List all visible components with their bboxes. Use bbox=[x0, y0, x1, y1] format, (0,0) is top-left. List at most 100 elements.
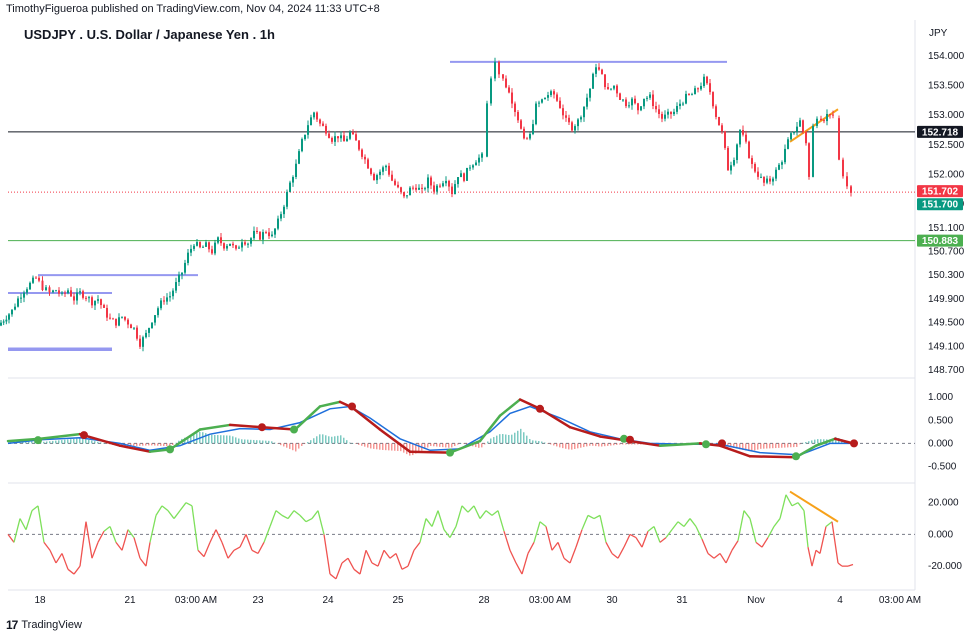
candle-body bbox=[628, 105, 630, 107]
candle-body bbox=[529, 133, 531, 139]
candle-body bbox=[433, 185, 435, 192]
candle-body bbox=[223, 243, 225, 249]
osc-histogram-bar bbox=[394, 443, 396, 451]
candle-body bbox=[760, 176, 762, 178]
candle-body bbox=[622, 99, 624, 101]
candle-body bbox=[565, 115, 567, 118]
candle-body bbox=[364, 156, 366, 160]
momentum-line bbox=[731, 540, 739, 551]
momentum-line bbox=[395, 553, 403, 570]
candle-body bbox=[109, 317, 111, 319]
candle-body bbox=[58, 290, 60, 294]
candle-body bbox=[298, 151, 300, 164]
osc-histogram-bar bbox=[769, 443, 771, 449]
candle-body bbox=[184, 262, 186, 273]
momentum-line bbox=[359, 550, 367, 575]
osc-histogram-bar bbox=[574, 443, 576, 449]
currency-label: JPY bbox=[929, 28, 948, 39]
momentum-line bbox=[683, 518, 691, 527]
osc-fast-line bbox=[318, 400, 342, 408]
candle-body bbox=[571, 122, 573, 131]
price-tick-label: 152.000 bbox=[928, 169, 965, 180]
momentum-line bbox=[73, 565, 81, 575]
momentum-line bbox=[311, 510, 319, 519]
candle-body bbox=[136, 327, 138, 339]
candle-body bbox=[415, 187, 417, 190]
osc-histogram-bar bbox=[172, 443, 174, 445]
candle-body bbox=[610, 88, 612, 90]
osc-histogram-bar bbox=[415, 443, 417, 454]
price-tick-label: 149.100 bbox=[928, 341, 965, 352]
osc-histogram-bar bbox=[502, 434, 504, 444]
osc-histogram-bar bbox=[514, 432, 516, 444]
candle-body bbox=[70, 290, 72, 297]
momentum-line bbox=[641, 531, 649, 548]
candle-body bbox=[430, 177, 432, 186]
candle-body bbox=[220, 237, 222, 244]
candle-body bbox=[421, 187, 423, 189]
osc-histogram-bar bbox=[481, 443, 483, 448]
tradingview-logo-icon[interactable]: 17 bbox=[6, 618, 18, 632]
candle-body bbox=[14, 306, 16, 310]
osc-histogram-bar bbox=[385, 443, 387, 451]
osc-histogram-bar bbox=[313, 438, 315, 444]
candle-body bbox=[652, 94, 654, 107]
osc-fast-line bbox=[38, 432, 82, 441]
candle-body bbox=[574, 126, 576, 131]
osc-fast-line bbox=[293, 405, 322, 431]
candle-body bbox=[842, 159, 844, 177]
candle-body bbox=[586, 97, 588, 107]
momentum-line bbox=[831, 521, 839, 564]
osc-histogram-bar bbox=[382, 443, 384, 450]
price-tick-label: 148.700 bbox=[928, 365, 965, 376]
candle-body bbox=[352, 132, 354, 135]
osc-fast-line bbox=[628, 439, 662, 447]
candle-body bbox=[5, 319, 8, 322]
candle-body bbox=[115, 318, 117, 326]
momentum-line bbox=[437, 510, 445, 530]
candle-body bbox=[250, 238, 252, 244]
osc-histogram-bar bbox=[745, 443, 747, 451]
candle-body bbox=[673, 111, 675, 115]
publish-info: TimothyFigueroa published on TradingView… bbox=[6, 3, 380, 15]
osc-histogram-bar bbox=[610, 443, 612, 446]
osc-histogram-bar bbox=[592, 443, 594, 446]
candle-body bbox=[313, 112, 315, 118]
osc-histogram-bar bbox=[217, 435, 219, 444]
osc-histogram-bar bbox=[523, 432, 525, 444]
osc-histogram-bar bbox=[178, 440, 180, 444]
osc-histogram-bar bbox=[175, 442, 177, 444]
osc-histogram-bar bbox=[238, 438, 240, 444]
momentum-line bbox=[19, 518, 27, 530]
price-tick-label: 149.500 bbox=[928, 318, 965, 329]
candle-body bbox=[391, 174, 393, 181]
osc-histogram-bar bbox=[157, 443, 159, 446]
momentum-line bbox=[79, 521, 87, 567]
candle-body bbox=[748, 141, 750, 159]
candle-body bbox=[595, 67, 597, 74]
candle-body bbox=[178, 274, 180, 283]
candle-body bbox=[715, 106, 717, 117]
momentum-line bbox=[173, 510, 181, 519]
osc-histogram-bar bbox=[529, 439, 531, 444]
osc-histogram-bar bbox=[805, 442, 807, 444]
candle-body bbox=[556, 94, 558, 101]
candle-body bbox=[658, 109, 660, 114]
osc-histogram-bar bbox=[346, 440, 348, 444]
candle-body bbox=[816, 118, 818, 126]
momentum-line bbox=[689, 518, 697, 527]
osc-histogram-bar bbox=[268, 440, 270, 444]
price-tick-label: 153.000 bbox=[928, 110, 965, 121]
candle-body bbox=[547, 95, 549, 98]
osc-cross-dot bbox=[258, 423, 266, 432]
candle-body bbox=[694, 88, 696, 95]
osc-histogram-bar bbox=[232, 436, 234, 444]
candle-body bbox=[589, 88, 591, 98]
candle-body bbox=[655, 106, 657, 110]
osc-histogram-bar bbox=[256, 440, 258, 444]
momentum-line bbox=[515, 562, 523, 575]
osc-histogram-bar bbox=[733, 443, 735, 448]
osc-histogram-bar bbox=[595, 443, 597, 447]
candle-body bbox=[2, 321, 5, 323]
